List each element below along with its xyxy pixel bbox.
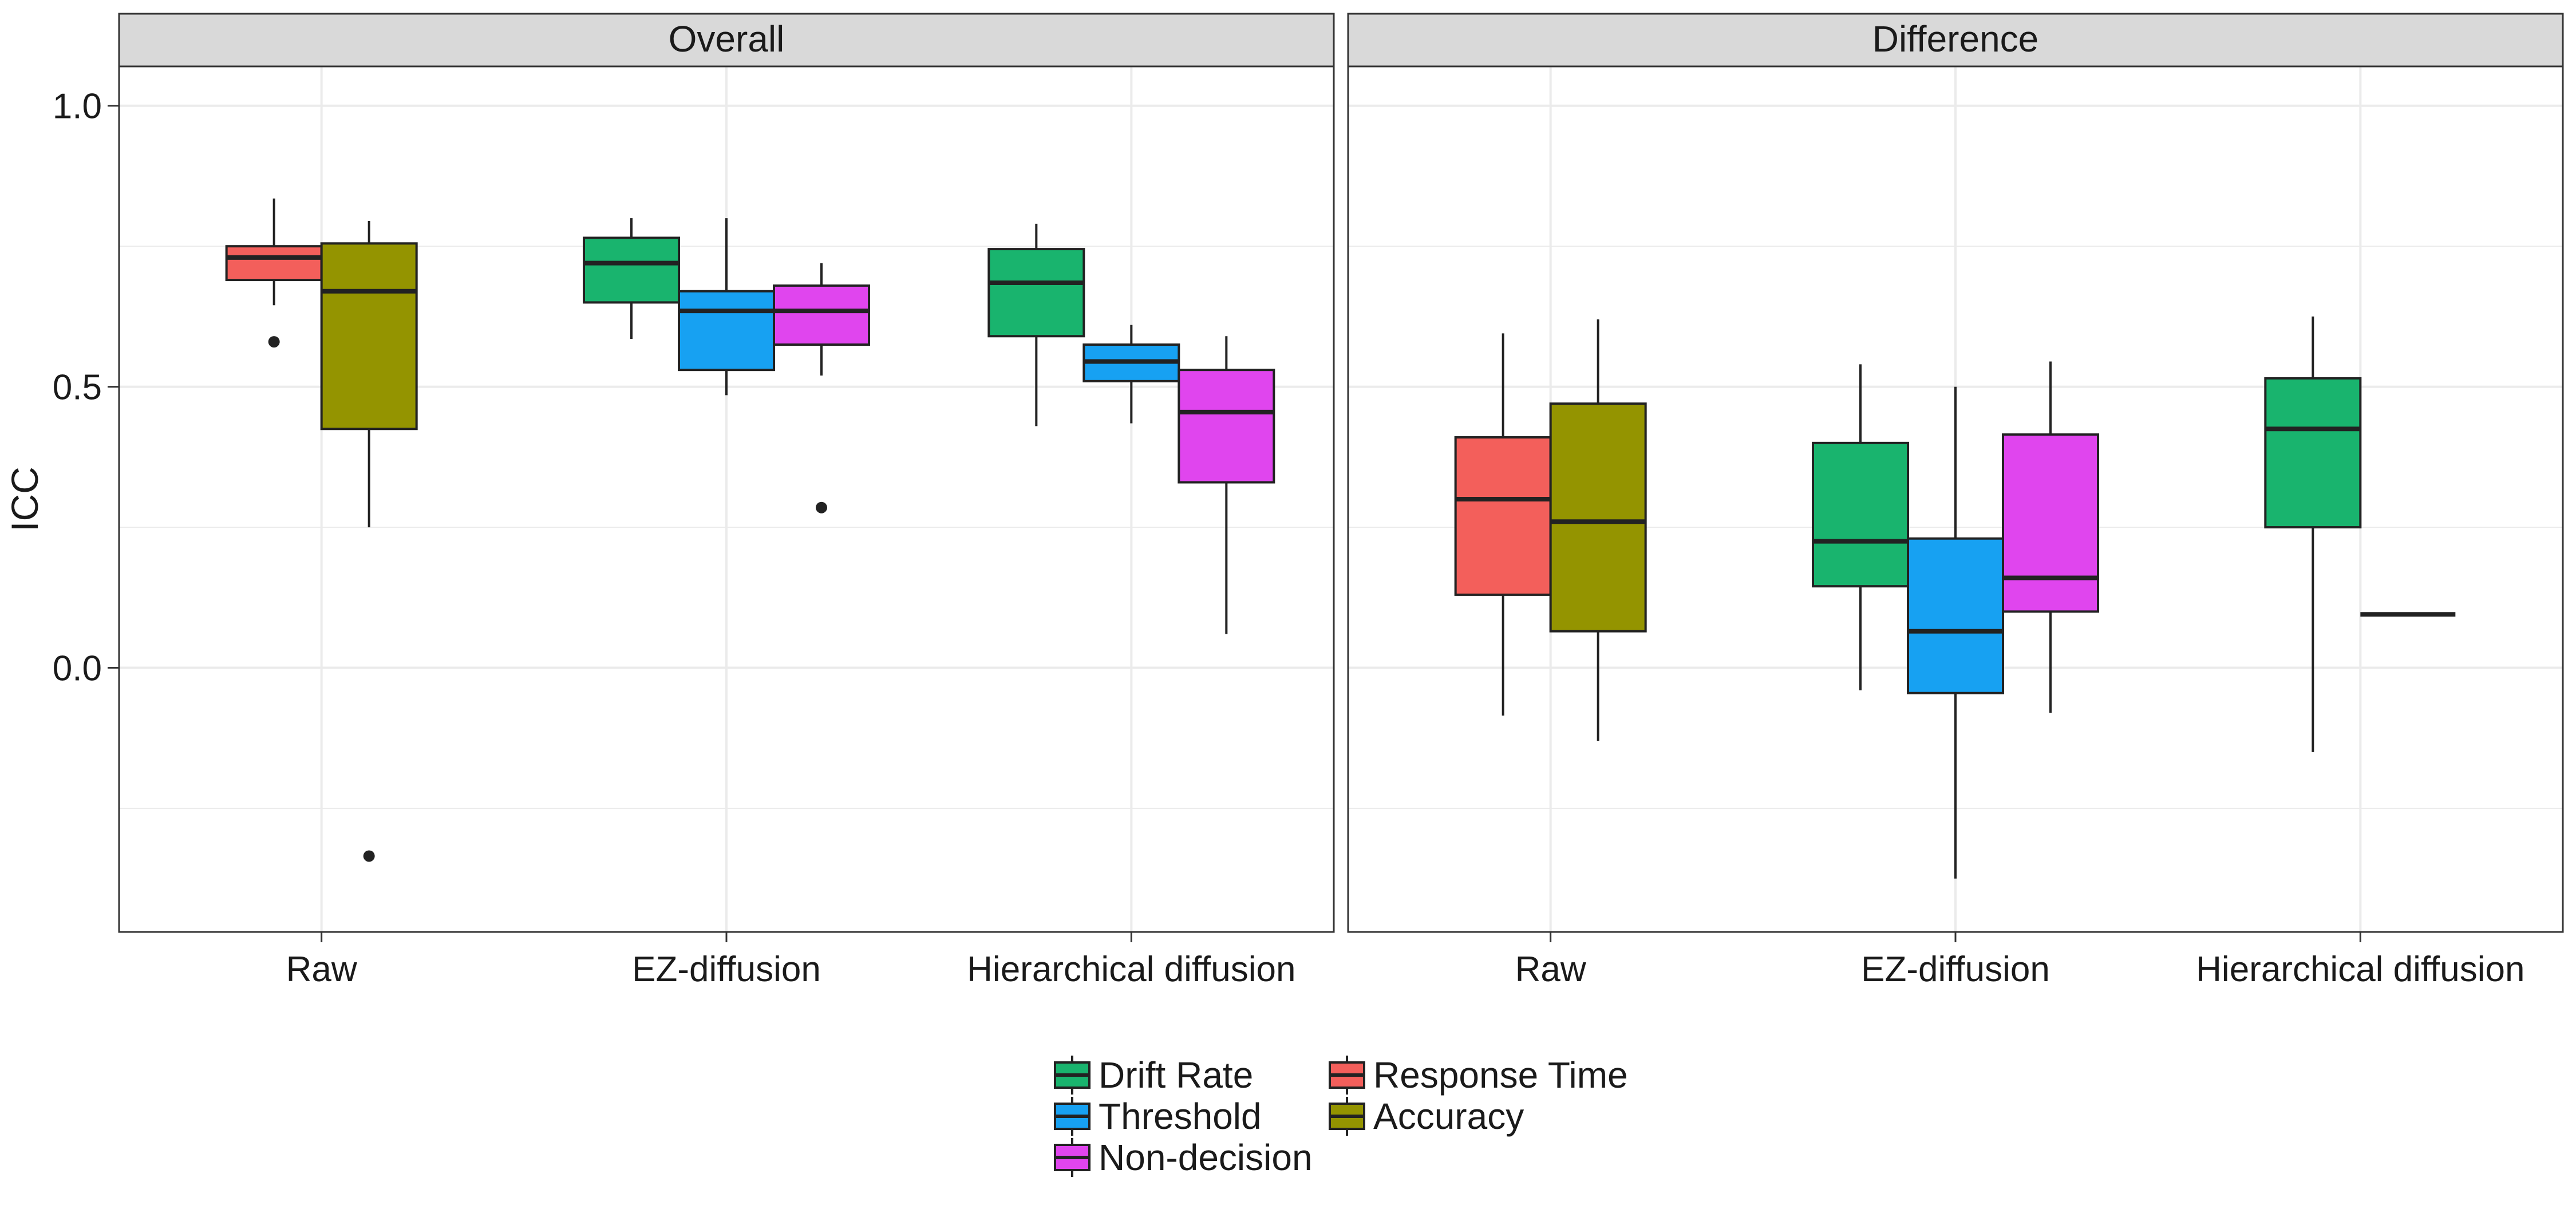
box <box>1907 537 2004 694</box>
boxplot-threshold <box>678 218 775 396</box>
legend-label: Threshold <box>1099 1096 1262 1137</box>
box <box>225 245 323 282</box>
box <box>320 242 418 430</box>
boxplot-threshold <box>1082 325 1180 424</box>
box <box>2002 433 2099 613</box>
boxplot-drift-rate <box>987 223 1085 426</box>
x-tick-label: Hierarchical diffusion <box>967 950 1295 989</box>
y-tick-label: 0.0 <box>53 649 102 689</box>
boxplot-drift-rate <box>583 218 680 339</box>
legend-item-response-time: Response Time <box>1329 1054 1628 1096</box>
x-tick-label: Hierarchical diffusion <box>2196 950 2524 989</box>
y-tick-label: 1.0 <box>53 87 102 127</box>
outlier-point <box>268 336 280 348</box>
box <box>1549 402 1647 633</box>
boxplot-non-decision <box>2002 361 2099 713</box>
boxplot-non-decision <box>773 263 870 513</box>
box <box>987 248 1085 338</box>
legend-label: Accuracy <box>1373 1096 1524 1137</box>
outlier-point <box>363 850 375 862</box>
panel-title: Difference <box>1872 18 2039 60</box>
boxplot-response-time <box>1454 333 1552 716</box>
box <box>1454 436 1552 596</box>
panel-strip <box>1347 13 2564 68</box>
legend-item-non-decision: Non-decision <box>1054 1137 1313 1178</box>
y-axis-label: ICC <box>3 467 46 532</box>
legend-item-accuracy: Accuracy <box>1329 1096 1524 1137</box>
panel-strip <box>118 13 1335 68</box>
box <box>1812 441 1909 588</box>
boxplot-threshold <box>1907 386 2004 879</box>
box <box>678 290 775 372</box>
panel-title: Overall <box>669 18 785 60</box>
boxplot-drift-rate <box>1812 364 1909 690</box>
outlier-point <box>816 501 827 513</box>
box <box>773 284 870 346</box>
x-tick-label: Raw <box>286 950 357 989</box>
box <box>583 236 680 304</box>
boxplot-drift-rate <box>2264 316 2362 752</box>
boxplot-response-time <box>225 198 323 348</box>
boxplot-accuracy <box>320 221 418 862</box>
box <box>2264 377 2362 529</box>
x-tick-label: EZ-diffusion <box>1861 950 2050 989</box>
x-tick-label: EZ-diffusion <box>632 950 821 989</box>
box <box>1178 369 1275 484</box>
legend-label: Non-decision <box>1099 1137 1313 1178</box>
x-tick-label: Raw <box>1515 950 1586 989</box>
boxplot-accuracy <box>1549 319 1647 741</box>
legend-item-threshold: Threshold <box>1054 1096 1262 1137</box>
y-tick-label: 0.5 <box>53 368 102 408</box>
legend-item-drift-rate: Drift Rate <box>1054 1054 1253 1096</box>
legend-label: Response Time <box>1373 1054 1628 1096</box>
legend-label: Drift Rate <box>1099 1054 1253 1096</box>
boxplot-non-decision <box>1178 336 1275 634</box>
